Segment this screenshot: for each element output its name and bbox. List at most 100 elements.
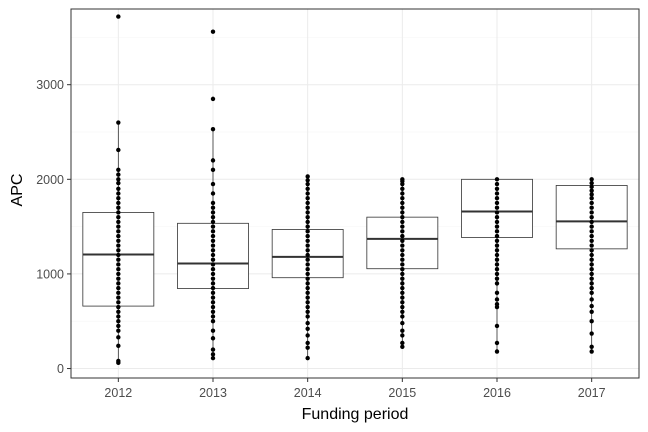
data-point — [116, 343, 121, 349]
data-point — [400, 314, 405, 319]
data-point — [305, 181, 310, 187]
data-point — [210, 336, 216, 341]
data-point — [116, 248, 121, 253]
data-point — [305, 205, 310, 210]
data-point — [116, 252, 121, 258]
y-tick-label: 2000 — [36, 173, 64, 187]
data-point — [400, 186, 405, 191]
data-point — [210, 219, 216, 225]
data-point — [116, 172, 121, 177]
data-point — [210, 355, 216, 361]
data-point — [116, 290, 121, 296]
data-point — [400, 333, 405, 338]
data-point — [305, 229, 310, 234]
data-point — [305, 281, 310, 286]
y-axis-title: APC — [9, 174, 26, 207]
data-point — [210, 238, 216, 244]
data-point — [494, 276, 500, 281]
data-point — [589, 285, 594, 291]
data-point — [116, 309, 121, 314]
data-point — [494, 196, 500, 201]
data-point — [210, 281, 216, 286]
data-point — [116, 180, 121, 186]
data-point — [589, 257, 594, 262]
data-point — [400, 266, 405, 272]
data-point — [589, 224, 594, 229]
data-point — [305, 252, 310, 258]
data-point — [589, 281, 594, 286]
data-point — [400, 238, 405, 244]
data-point — [589, 349, 594, 354]
data-point — [400, 200, 405, 206]
data-point — [305, 257, 310, 262]
data-point — [305, 285, 310, 291]
data-point — [210, 271, 216, 277]
data-point — [305, 210, 310, 215]
data-point — [210, 96, 216, 102]
data-point — [116, 281, 121, 286]
data-point — [116, 205, 121, 210]
data-point — [210, 290, 216, 296]
data-point — [116, 177, 121, 182]
data-point — [400, 340, 405, 346]
data-point — [400, 191, 405, 196]
data-point — [400, 290, 405, 296]
data-point — [210, 191, 216, 196]
data-point — [589, 290, 594, 296]
data-point — [589, 319, 594, 324]
data-point — [400, 219, 405, 225]
data-point — [400, 300, 405, 305]
x-tick-label: 2012 — [104, 386, 132, 400]
data-point — [589, 180, 594, 186]
data-point — [116, 266, 121, 272]
data-point — [305, 196, 310, 201]
data-point — [210, 233, 216, 239]
data-point — [494, 349, 500, 354]
data-point — [116, 210, 121, 215]
data-point — [305, 271, 310, 277]
data-point — [305, 340, 310, 346]
data-point — [210, 328, 216, 333]
data-point — [116, 295, 121, 300]
data-point — [400, 281, 405, 286]
data-point — [494, 233, 500, 239]
data-point — [210, 314, 216, 319]
data-point — [116, 196, 121, 201]
data-point — [305, 295, 310, 300]
data-point — [589, 276, 594, 281]
data-point — [305, 233, 310, 239]
data-point — [494, 262, 500, 267]
data-point — [400, 309, 405, 314]
data-point — [116, 319, 121, 324]
data-point — [305, 214, 310, 220]
data-point — [116, 314, 121, 319]
data-point — [116, 233, 121, 239]
data-point — [589, 196, 594, 201]
data-point — [589, 252, 594, 258]
x-tick-label: 2016 — [483, 386, 511, 400]
data-point — [305, 314, 310, 319]
data-point — [494, 243, 500, 248]
data-point — [494, 238, 500, 244]
data-point — [116, 360, 121, 366]
data-point — [589, 331, 594, 336]
data-point — [589, 271, 594, 277]
data-point — [400, 210, 405, 215]
data-point — [589, 200, 594, 206]
data-point — [305, 320, 310, 326]
data-point — [210, 352, 216, 357]
x-axis-title: Funding period — [302, 406, 409, 423]
data-point — [210, 309, 216, 314]
data-point — [210, 214, 216, 220]
data-point — [494, 205, 500, 210]
data-point — [400, 229, 405, 234]
y-tick-label: 1000 — [36, 267, 64, 281]
data-point — [210, 200, 216, 206]
data-point — [400, 295, 405, 300]
data-point — [210, 29, 216, 34]
data-point — [116, 214, 121, 220]
data-point — [210, 262, 216, 267]
x-tick-label: 2014 — [294, 386, 322, 400]
data-point — [494, 323, 500, 329]
data-point — [494, 266, 500, 272]
